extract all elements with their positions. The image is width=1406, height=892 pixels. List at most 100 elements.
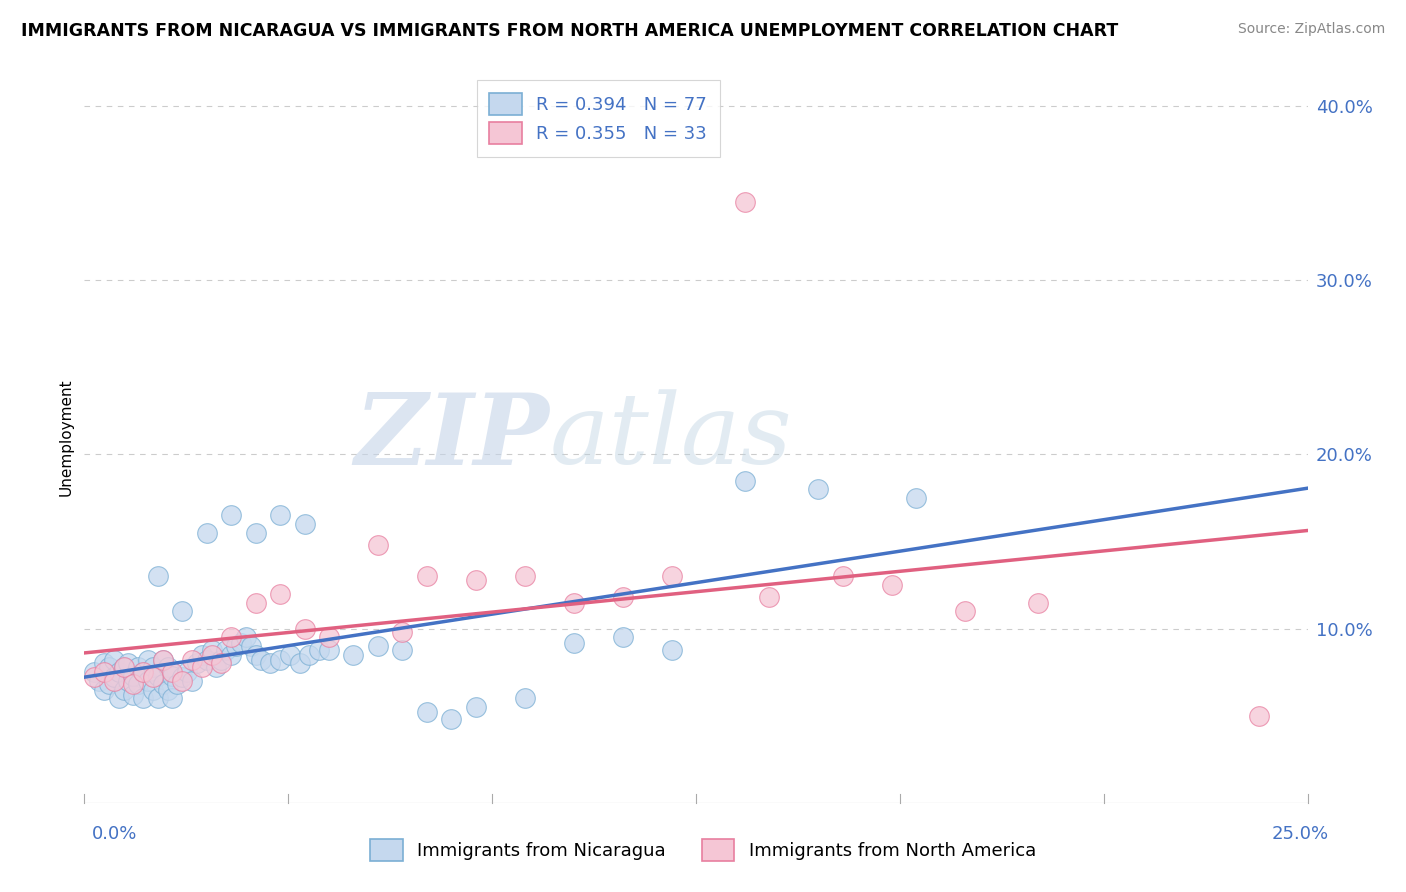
- Point: [269, 508, 291, 523]
- Point: [93, 682, 115, 697]
- Point: [342, 648, 364, 662]
- Text: Source: ZipAtlas.com: Source: ZipAtlas.com: [1237, 22, 1385, 37]
- Point: [117, 657, 139, 671]
- Point: [127, 677, 149, 691]
- Point: [734, 194, 756, 209]
- Point: [880, 578, 903, 592]
- Point: [186, 657, 208, 671]
- Point: [831, 569, 853, 583]
- Point: [235, 631, 257, 645]
- Point: [294, 517, 316, 532]
- Point: [136, 653, 159, 667]
- Point: [416, 705, 439, 719]
- Point: [132, 691, 155, 706]
- Point: [97, 660, 120, 674]
- Point: [132, 665, 155, 680]
- Point: [219, 648, 242, 662]
- Y-axis label: Unemployment: Unemployment: [58, 378, 73, 496]
- Point: [278, 648, 301, 662]
- Point: [146, 691, 169, 706]
- Point: [191, 648, 214, 662]
- Point: [734, 474, 756, 488]
- Text: 25.0%: 25.0%: [1271, 825, 1329, 843]
- Point: [200, 642, 222, 657]
- Point: [136, 673, 159, 688]
- Point: [156, 682, 179, 697]
- Point: [269, 587, 291, 601]
- Text: 0.0%: 0.0%: [91, 825, 136, 843]
- Point: [117, 673, 139, 688]
- Point: [142, 682, 165, 697]
- Point: [294, 622, 316, 636]
- Point: [758, 591, 780, 605]
- Point: [152, 677, 174, 691]
- Point: [245, 595, 267, 609]
- Point: [288, 657, 311, 671]
- Point: [367, 538, 389, 552]
- Point: [195, 525, 218, 540]
- Point: [612, 591, 634, 605]
- Point: [513, 569, 536, 583]
- Point: [156, 660, 179, 674]
- Point: [308, 642, 330, 657]
- Point: [269, 653, 291, 667]
- Point: [195, 653, 218, 667]
- Point: [87, 673, 110, 688]
- Point: [162, 691, 184, 706]
- Point: [142, 670, 165, 684]
- Point: [318, 642, 340, 657]
- Point: [152, 653, 174, 667]
- Point: [122, 668, 145, 682]
- Point: [661, 569, 683, 583]
- Point: [661, 642, 683, 657]
- Point: [172, 670, 194, 684]
- Point: [172, 673, 194, 688]
- Point: [103, 653, 125, 667]
- Point: [464, 700, 486, 714]
- Point: [152, 653, 174, 667]
- Point: [93, 665, 115, 680]
- Point: [146, 668, 169, 682]
- Point: [176, 665, 198, 680]
- Point: [562, 595, 585, 609]
- Legend: R = 0.394   N = 77, R = 0.355   N = 33: R = 0.394 N = 77, R = 0.355 N = 33: [477, 80, 720, 157]
- Point: [93, 657, 115, 671]
- Point: [122, 677, 145, 691]
- Point: [107, 691, 129, 706]
- Point: [172, 604, 194, 618]
- Point: [245, 648, 267, 662]
- Legend: Immigrants from Nicaragua, Immigrants from North America: Immigrants from Nicaragua, Immigrants fr…: [359, 829, 1047, 872]
- Point: [464, 573, 486, 587]
- Point: [209, 657, 232, 671]
- Point: [103, 673, 125, 688]
- Point: [219, 508, 242, 523]
- Point: [181, 673, 204, 688]
- Point: [249, 653, 271, 667]
- Point: [112, 682, 135, 697]
- Point: [122, 688, 145, 702]
- Point: [298, 648, 321, 662]
- Point: [807, 483, 830, 497]
- Point: [107, 665, 129, 680]
- Point: [181, 653, 204, 667]
- Point: [162, 668, 184, 682]
- Point: [142, 660, 165, 674]
- Text: ZIP: ZIP: [354, 389, 550, 485]
- Point: [229, 635, 252, 649]
- Point: [205, 660, 228, 674]
- Point: [318, 631, 340, 645]
- Point: [103, 670, 125, 684]
- Point: [83, 670, 105, 684]
- Point: [391, 625, 413, 640]
- Point: [191, 660, 214, 674]
- Point: [245, 525, 267, 540]
- Point: [200, 648, 222, 662]
- Point: [112, 660, 135, 674]
- Point: [97, 677, 120, 691]
- Point: [132, 665, 155, 680]
- Point: [225, 639, 247, 653]
- Point: [239, 639, 262, 653]
- Point: [259, 657, 281, 671]
- Point: [562, 635, 585, 649]
- Point: [162, 665, 184, 680]
